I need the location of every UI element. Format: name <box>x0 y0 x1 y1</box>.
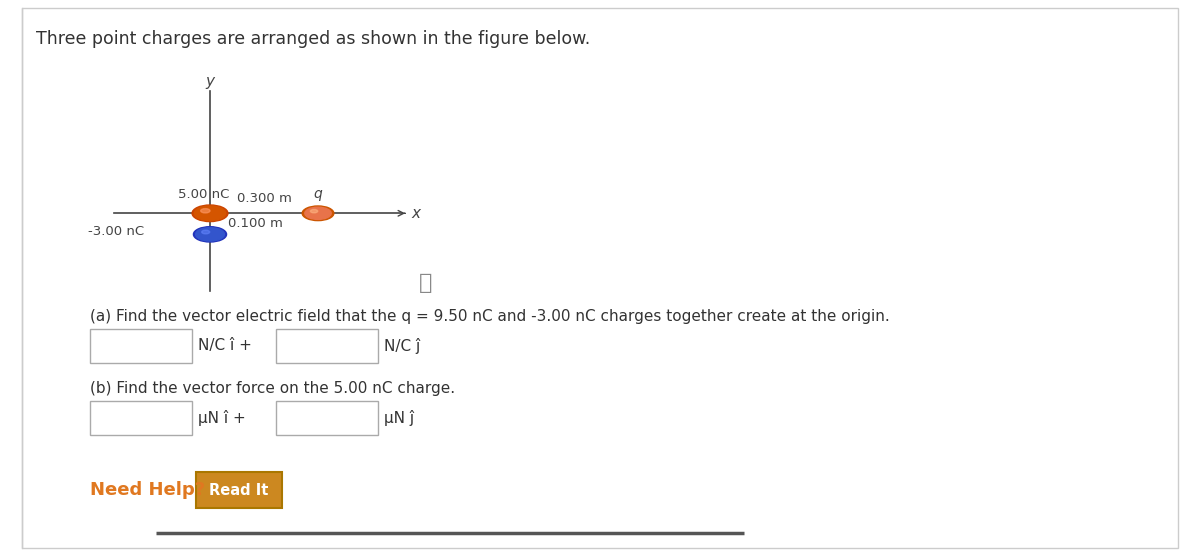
Text: (b) Find the vector force on the 5.00 nC charge.: (b) Find the vector force on the 5.00 nC… <box>90 381 455 396</box>
Circle shape <box>200 209 210 213</box>
Text: 0.100 m: 0.100 m <box>228 217 283 230</box>
Circle shape <box>192 205 228 222</box>
Text: N/C ĵ: N/C ĵ <box>384 338 420 353</box>
Text: x: x <box>412 206 420 221</box>
Text: Three point charges are arranged as shown in the figure below.: Three point charges are arranged as show… <box>36 30 590 48</box>
Text: Need Help?: Need Help? <box>90 481 205 499</box>
Text: q: q <box>313 187 323 201</box>
FancyBboxPatch shape <box>276 329 378 363</box>
Circle shape <box>194 206 226 220</box>
Text: Read It: Read It <box>209 483 269 498</box>
Text: μN î +: μN î + <box>198 410 246 425</box>
Circle shape <box>311 209 318 213</box>
Text: -3.00 nC: -3.00 nC <box>88 225 144 238</box>
Text: y: y <box>205 74 215 89</box>
FancyBboxPatch shape <box>90 329 192 363</box>
Circle shape <box>202 230 210 234</box>
Circle shape <box>196 228 224 241</box>
FancyBboxPatch shape <box>22 8 1178 548</box>
FancyBboxPatch shape <box>196 472 282 509</box>
Text: N/C î +: N/C î + <box>198 338 252 353</box>
Text: (a) Find the vector electric field that the q = 9.50 nC and -3.00 nC charges tog: (a) Find the vector electric field that … <box>90 309 889 324</box>
Text: 5.00 nC: 5.00 nC <box>179 188 229 201</box>
Text: ⓘ: ⓘ <box>419 273 433 293</box>
Text: 0.300 m: 0.300 m <box>236 192 292 205</box>
Circle shape <box>305 207 331 219</box>
Circle shape <box>302 206 334 220</box>
Circle shape <box>193 227 227 242</box>
FancyBboxPatch shape <box>90 401 192 435</box>
Text: μN ĵ: μN ĵ <box>384 410 414 425</box>
FancyBboxPatch shape <box>276 401 378 435</box>
